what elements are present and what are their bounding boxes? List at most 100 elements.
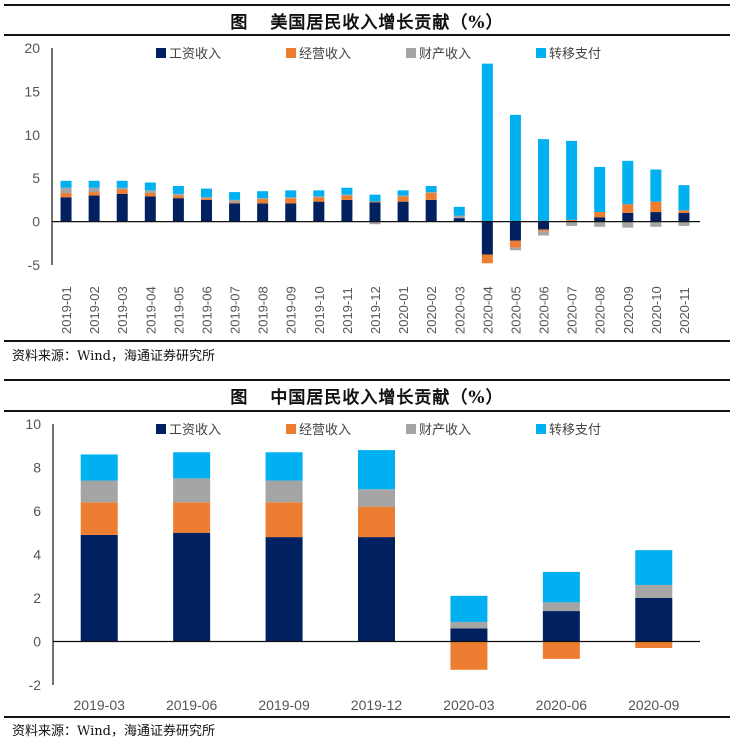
y-tick-label: 0 bbox=[33, 634, 41, 650]
bar-wage-2019-09 bbox=[265, 537, 303, 642]
x-tick-label: 2020-06 bbox=[536, 697, 588, 713]
bar-property-2019-03 bbox=[80, 480, 118, 503]
bar-property-2019-11 bbox=[341, 194, 353, 196]
us-income-chart: 20 15 10 5 0 -5 2019-01 2019-02 2019-03 2019-04 20… bbox=[24, 40, 700, 334]
bar-transfer-2020-03 bbox=[450, 595, 488, 622]
bar-business-2019-04 bbox=[144, 192, 156, 197]
x-tick-label: 2019-06 bbox=[199, 286, 214, 334]
legend-swatch-business bbox=[286, 424, 296, 434]
bar-transfer-2020-06 bbox=[542, 571, 580, 603]
bar-business-2020-01 bbox=[397, 196, 409, 202]
bar-property-2020-02 bbox=[425, 192, 437, 193]
bar-business-2020-09 bbox=[622, 204, 634, 213]
bar-property-2019-09 bbox=[285, 197, 297, 199]
x-tick-label: 2019-04 bbox=[143, 286, 158, 334]
x-tick-label: 2020-07 bbox=[565, 286, 580, 334]
bar-wage-2019-04 bbox=[144, 196, 156, 222]
cn-title-bottom-rule bbox=[4, 410, 730, 412]
bar-transfer-2020-08 bbox=[594, 166, 606, 213]
legend-label-wage: 工资收入 bbox=[169, 47, 221, 62]
bar-wage-2020-09 bbox=[622, 212, 634, 222]
y-tick-label: -2 bbox=[29, 677, 42, 693]
bar-wage-2019-06 bbox=[200, 199, 212, 222]
x-tick-label: 2019-07 bbox=[228, 286, 243, 334]
bar-property-2020-11 bbox=[678, 221, 690, 226]
bar-business-2019-03 bbox=[80, 502, 118, 535]
bar-transfer-2019-09 bbox=[285, 190, 297, 198]
cn-title-top-rule bbox=[4, 379, 730, 381]
legend-label-property: 财产收入 bbox=[419, 47, 471, 62]
bar-property-2019-09 bbox=[265, 480, 303, 503]
x-tick-label: 2019-09 bbox=[284, 286, 299, 334]
bar-transfer-2020-07 bbox=[566, 140, 578, 220]
x-tick-label: 2019-01 bbox=[59, 286, 74, 334]
x-tick-label: 2020-05 bbox=[508, 286, 523, 334]
bar-transfer-2019-02 bbox=[88, 180, 100, 188]
bar-business-2019-12 bbox=[369, 201, 381, 203]
bar-transfer-2020-06 bbox=[538, 139, 550, 222]
x-tick-label: 2020-03 bbox=[452, 286, 467, 334]
bar-wage-2020-06 bbox=[538, 221, 550, 230]
x-tick-label: 2020-01 bbox=[396, 286, 411, 334]
bar-property-2019-12 bbox=[369, 221, 381, 225]
bar-business-2019-06 bbox=[200, 198, 212, 200]
bar-business-2019-08 bbox=[257, 199, 269, 204]
bar-transfer-2020-09 bbox=[622, 160, 634, 205]
x-tick-label: 2019-12 bbox=[351, 697, 403, 713]
bar-property-2019-10 bbox=[313, 196, 325, 198]
bar-property-2020-10 bbox=[650, 221, 662, 227]
bar-property-2019-06 bbox=[173, 478, 211, 503]
bar-wage-2019-03 bbox=[116, 193, 128, 222]
bar-wage-2019-01 bbox=[60, 197, 72, 222]
x-tick-label: 2019-03 bbox=[115, 286, 130, 334]
us-figure-label: 图 bbox=[230, 13, 249, 33]
bar-business-2020-02 bbox=[425, 192, 437, 200]
y-tick-label: 8 bbox=[33, 460, 41, 476]
x-tick-label: 2019-12 bbox=[368, 286, 383, 334]
legend-label-transfer: 转移支付 bbox=[549, 423, 601, 438]
us-title-top-rule bbox=[4, 4, 730, 6]
bar-transfer-2019-12 bbox=[369, 194, 381, 202]
x-tick-label: 2019-09 bbox=[258, 697, 310, 713]
bar-transfer-2019-03 bbox=[116, 180, 128, 188]
y-tick-label: 10 bbox=[24, 127, 40, 143]
bar-property-2020-06 bbox=[542, 602, 580, 612]
bar-transfer-2019-06 bbox=[200, 188, 212, 198]
us-title-text: 美国居民收入增长贡献（%） bbox=[270, 13, 504, 33]
bar-wage-2019-03 bbox=[80, 534, 118, 642]
x-tick-label: 2019-06 bbox=[166, 697, 218, 713]
bar-business-2019-03 bbox=[116, 189, 128, 194]
bar-transfer-2020-03 bbox=[453, 206, 465, 216]
x-tick-label: 2019-10 bbox=[312, 286, 327, 334]
bar-business-2020-05 bbox=[509, 240, 521, 248]
bar-wage-2020-09 bbox=[635, 598, 673, 642]
y-tick-label: 0 bbox=[32, 214, 40, 230]
bar-wage-2020-10 bbox=[650, 212, 662, 222]
legend-label-property: 财产收入 bbox=[419, 423, 471, 438]
bar-wage-2020-03 bbox=[453, 218, 465, 222]
y-tick-label: -5 bbox=[28, 257, 41, 273]
bar-business-2019-07 bbox=[229, 202, 241, 204]
y-tick-label: 2 bbox=[33, 590, 41, 606]
bar-transfer-2020-01 bbox=[397, 190, 409, 196]
bar-wage-2019-08 bbox=[257, 203, 269, 222]
y-tick-label: 6 bbox=[33, 503, 41, 519]
x-tick-label: 2020-02 bbox=[424, 286, 439, 334]
bar-wage-2020-01 bbox=[397, 201, 409, 222]
bar-transfer-2019-04 bbox=[144, 182, 156, 191]
x-tick-label: 2020-09 bbox=[628, 697, 680, 713]
y-tick-label: 20 bbox=[24, 40, 40, 56]
x-tick-label: 2020-11 bbox=[677, 287, 692, 334]
bar-property-2020-07 bbox=[566, 221, 578, 226]
us-source-rule bbox=[4, 340, 730, 342]
legend-label-business: 经营收入 bbox=[299, 47, 351, 62]
bar-wage-2019-07 bbox=[229, 203, 241, 222]
bar-wage-2020-11 bbox=[678, 212, 690, 222]
bar-property-2020-09 bbox=[635, 584, 673, 598]
bar-wage-2020-08 bbox=[594, 217, 606, 222]
bar-property-2019-12 bbox=[358, 489, 395, 507]
bar-transfer-2019-05 bbox=[172, 186, 184, 194]
x-tick-label: 2020-10 bbox=[649, 286, 664, 334]
x-tick-label: 2020-08 bbox=[593, 286, 608, 334]
bar-wage-2019-11 bbox=[341, 199, 353, 222]
